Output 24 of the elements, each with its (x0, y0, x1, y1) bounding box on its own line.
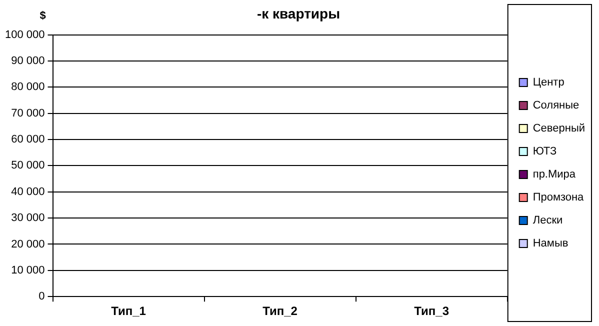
legend-label: Северный (532, 122, 586, 135)
legend-label: пр.Мира (532, 168, 576, 181)
y-tick-label: 0 (38, 290, 45, 303)
y-tick-label: 60 000 (11, 134, 45, 146)
y-tick-label: 90 000 (11, 55, 45, 68)
x-tick-label: Тип_1 (111, 304, 146, 318)
y-tick-label: 80 000 (11, 81, 45, 94)
legend-label: Лески (532, 214, 563, 227)
legend-label: ЮТЗ (532, 146, 557, 158)
y-tick-label: 30 000 (11, 212, 45, 224)
chart-title: -к квартиры (256, 5, 340, 22)
y-tick-label: 10 000 (11, 264, 45, 276)
x-tick-label: Тип_3 (414, 304, 450, 318)
legend-label: Промзона (532, 192, 585, 204)
y-tick-label: 100 000 (4, 28, 45, 41)
y-tick-label: 20 000 (11, 238, 45, 250)
y-axis-title: $ (40, 10, 46, 22)
x-tick-label: Тип_2 (262, 304, 298, 318)
legend-label: Соляные (532, 100, 580, 112)
y-tick-label: 70 000 (11, 107, 45, 120)
legend-label: Центр (532, 76, 564, 89)
y-tick-label: 40 000 (11, 186, 45, 198)
y-tick-label: 50 000 (11, 160, 45, 172)
legend-label: Намыв (532, 238, 568, 250)
